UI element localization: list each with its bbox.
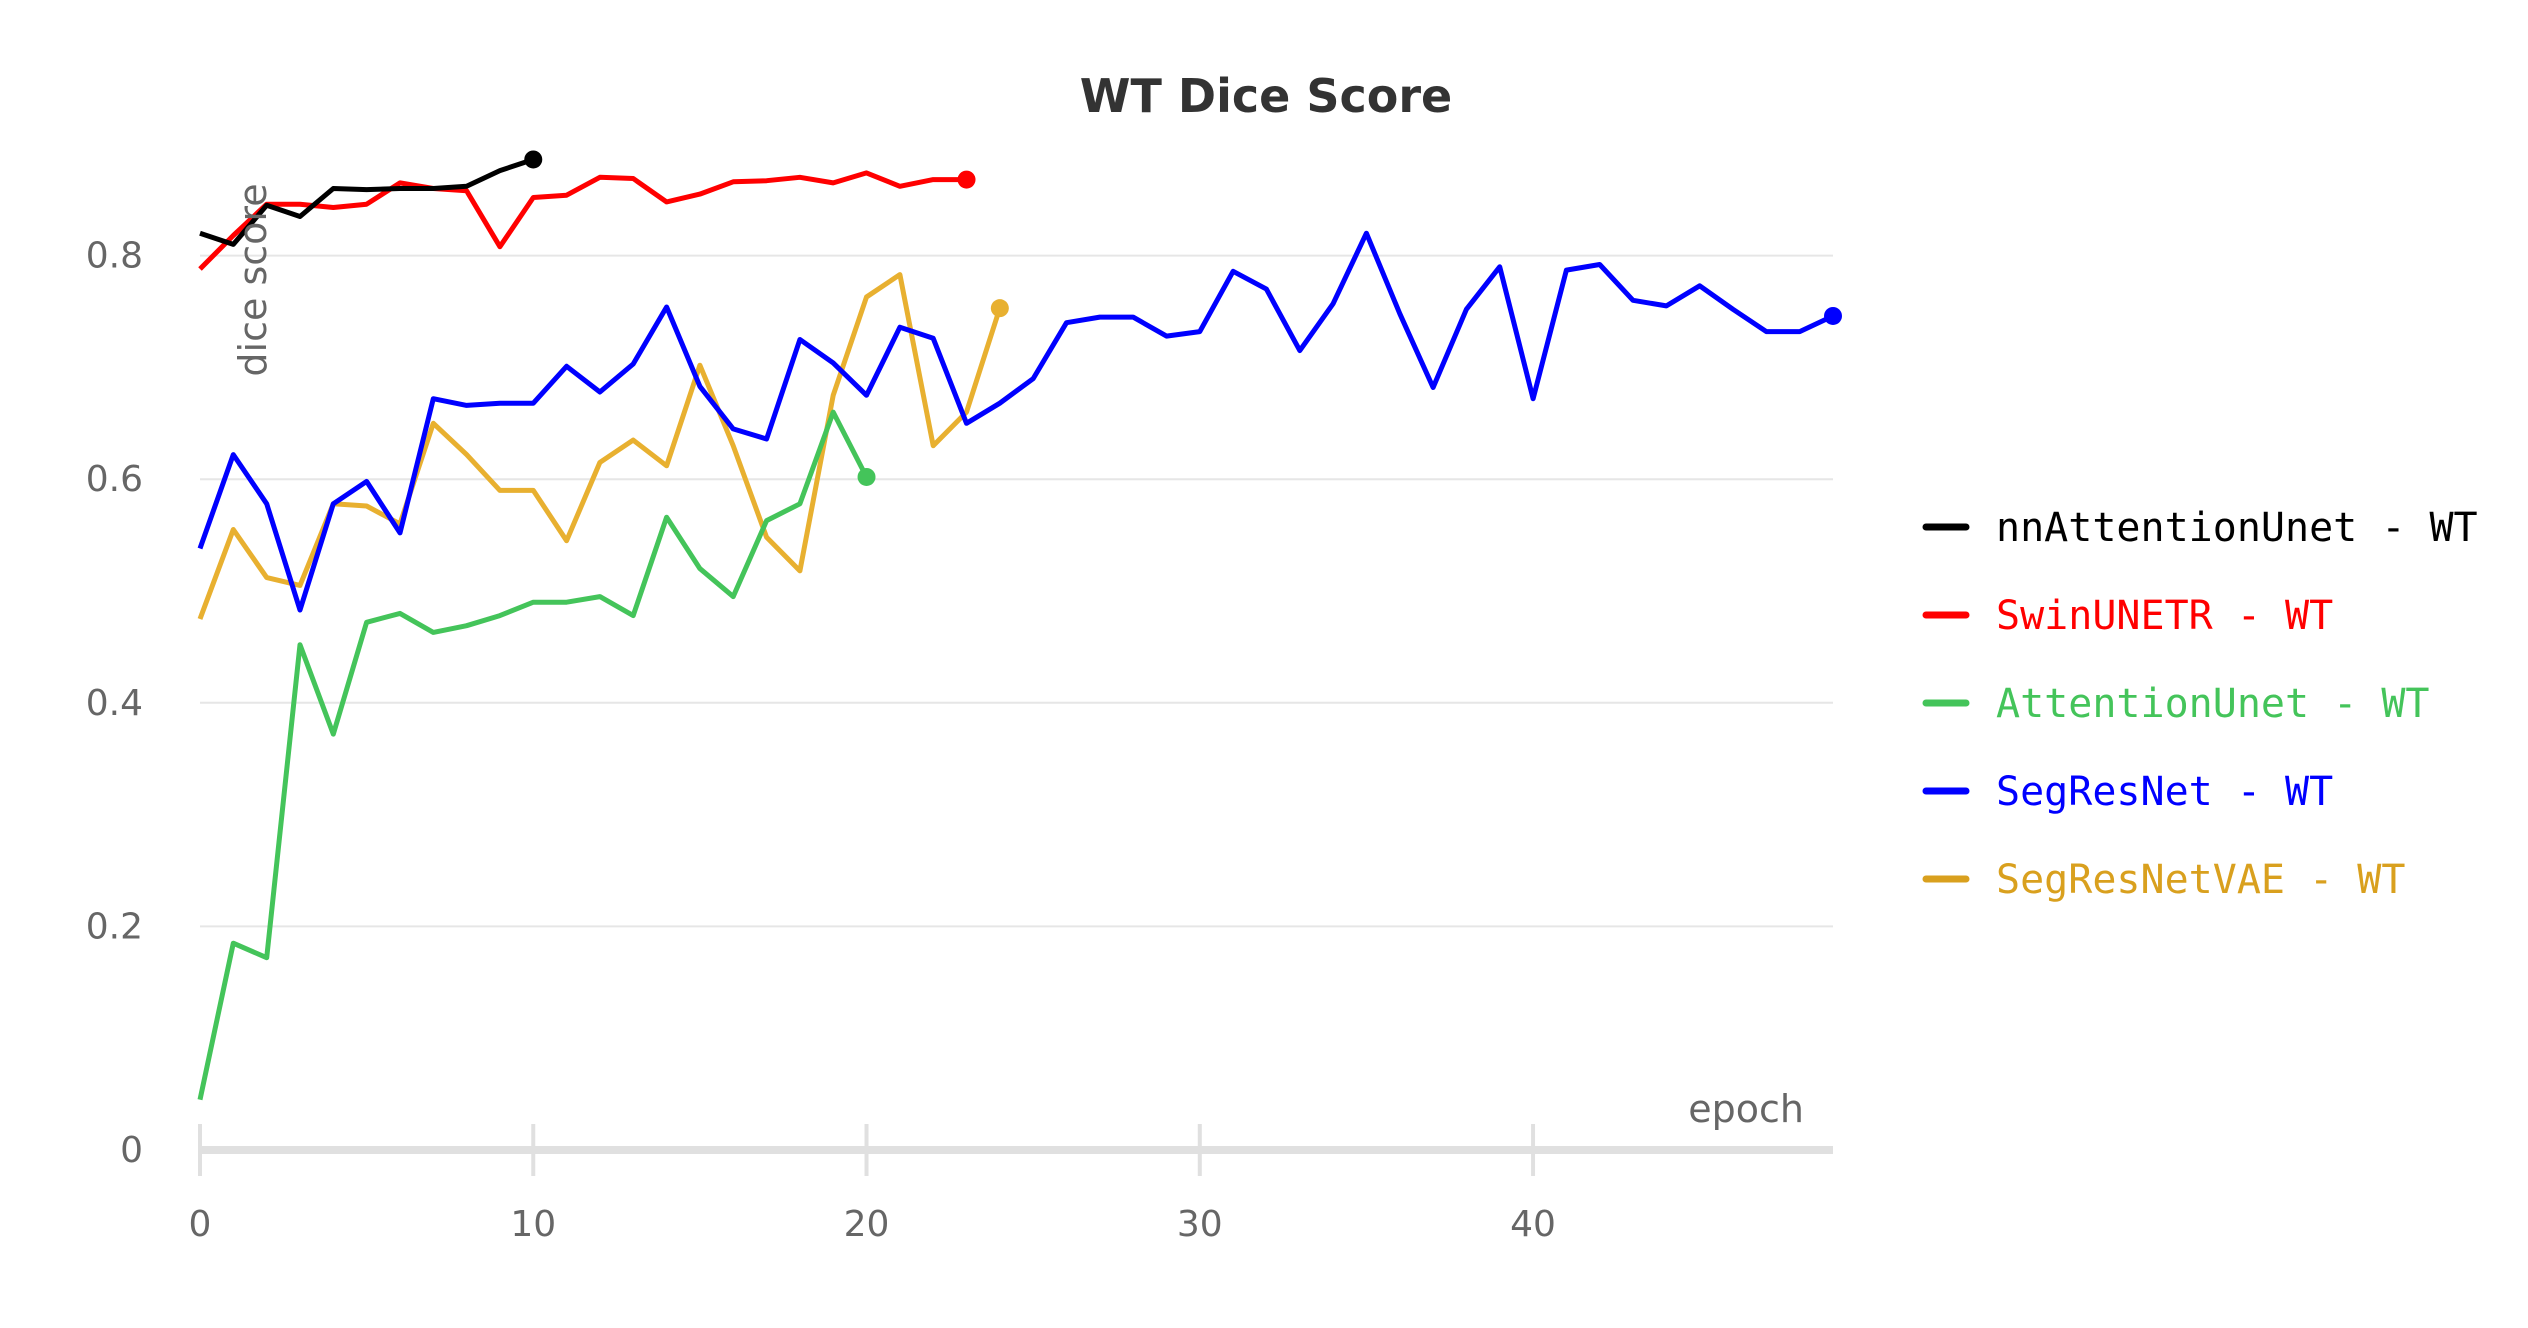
x-tick-label: 40 bbox=[1510, 1204, 1556, 1245]
series-lines bbox=[197, 150, 1842, 1101]
series-end-point bbox=[990, 299, 1009, 318]
series-line bbox=[197, 272, 1003, 620]
y-tick-label: 0.2 bbox=[86, 906, 143, 947]
legend-label: SegResNet - WT bbox=[1996, 769, 2333, 815]
x-tick-label: 30 bbox=[1177, 1204, 1223, 1245]
series-end-point bbox=[957, 170, 976, 189]
series-line bbox=[198, 170, 967, 271]
series-line bbox=[197, 230, 1835, 613]
chart-title: WT Dice Score bbox=[1080, 69, 1452, 123]
legend-label: AttentionUnet - WT bbox=[1996, 681, 2429, 727]
legend: nnAttentionUnet - WT SwinUNETR - WT Attent… bbox=[1922, 505, 2478, 903]
series-end-point bbox=[1824, 306, 1842, 325]
y-axis-label: dice score bbox=[231, 183, 275, 376]
y-tick-label: 0 bbox=[120, 1130, 143, 1171]
x-axis-label: epoch bbox=[1688, 1087, 1804, 1131]
grid-lines bbox=[200, 254, 1833, 928]
x-axis: 0 10 20 30 40 bbox=[189, 1124, 1833, 1245]
series-line bbox=[197, 409, 869, 1101]
y-axis: 0 0.2 0.4 0.6 0.8 bbox=[86, 236, 143, 1171]
x-tick-label: 0 bbox=[189, 1204, 212, 1245]
y-tick-label: 0.6 bbox=[86, 459, 143, 500]
y-tick-label: 0.4 bbox=[86, 683, 143, 724]
legend-label: nnAttentionUnet - WT bbox=[1996, 505, 2478, 551]
x-tick-label: 20 bbox=[844, 1204, 890, 1245]
series-end-point bbox=[524, 150, 543, 169]
x-tick-label: 10 bbox=[510, 1204, 556, 1245]
legend-label: SwinUNETR - WT bbox=[1996, 593, 2333, 639]
series-end-point bbox=[857, 467, 876, 486]
series-line bbox=[199, 157, 535, 247]
y-tick-label: 0.8 bbox=[86, 236, 143, 277]
legend-label: SegResNetVAE - WT bbox=[1996, 857, 2405, 903]
